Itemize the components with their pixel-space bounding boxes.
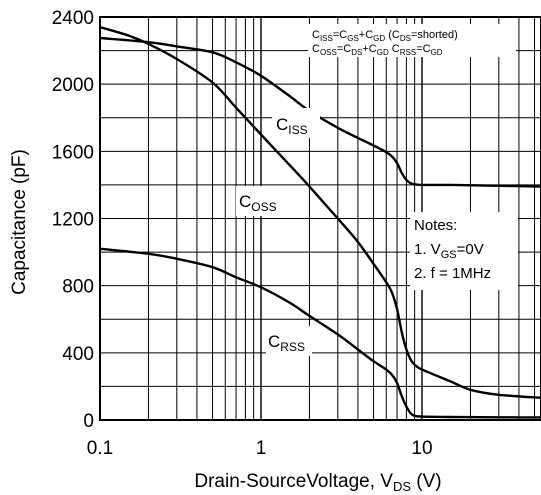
x-tick-label: 10 [411, 438, 432, 459]
notes-box [410, 212, 518, 290]
equation-box [308, 24, 516, 57]
equation-line-1: CISS=CGS+CGD (CDS=shorted) [312, 29, 458, 43]
axis-ticks: 0 400 800 1200 1600 2000 2400 0.1 1 10 [52, 8, 433, 459]
label-bg-iss [272, 108, 320, 138]
x-tick-label: 1 [256, 438, 267, 459]
series-line-iss [99, 36, 541, 188]
y-tick-label: 800 [62, 277, 94, 298]
y-tick-label: 2400 [52, 8, 94, 29]
label-bg-oss [236, 186, 292, 216]
series-line-rss [99, 247, 541, 419]
y-tick-label: 2000 [52, 75, 94, 96]
equation-line-2: COSS=CDS+CGD CRSS=CGD [312, 43, 443, 57]
y-tick-label: 0 [83, 411, 94, 432]
label-coss: COSS [239, 192, 277, 214]
y-axis-title: Capacitance (pF) [9, 149, 30, 295]
label-bg-rss [266, 326, 312, 356]
y-tick-label: 1200 [52, 210, 94, 231]
plot-frame [99, 16, 541, 421]
chart-curves [99, 25, 541, 419]
note-2: 2. f = 1MHz [414, 265, 491, 282]
x-axis-title: Drain-SourceVoltage, VDS (V) [194, 471, 441, 494]
label-crss: CRSS [268, 332, 305, 354]
label-ciss: CISS [276, 115, 308, 137]
x-tick-label: 0.1 [87, 438, 113, 459]
y-tick-label: 400 [62, 344, 94, 365]
notes-title: Notes: [414, 217, 457, 234]
y-tick-label: 1600 [52, 142, 94, 163]
series-line-oss [99, 25, 541, 399]
note-1: 1. VGS=0V [414, 241, 484, 261]
